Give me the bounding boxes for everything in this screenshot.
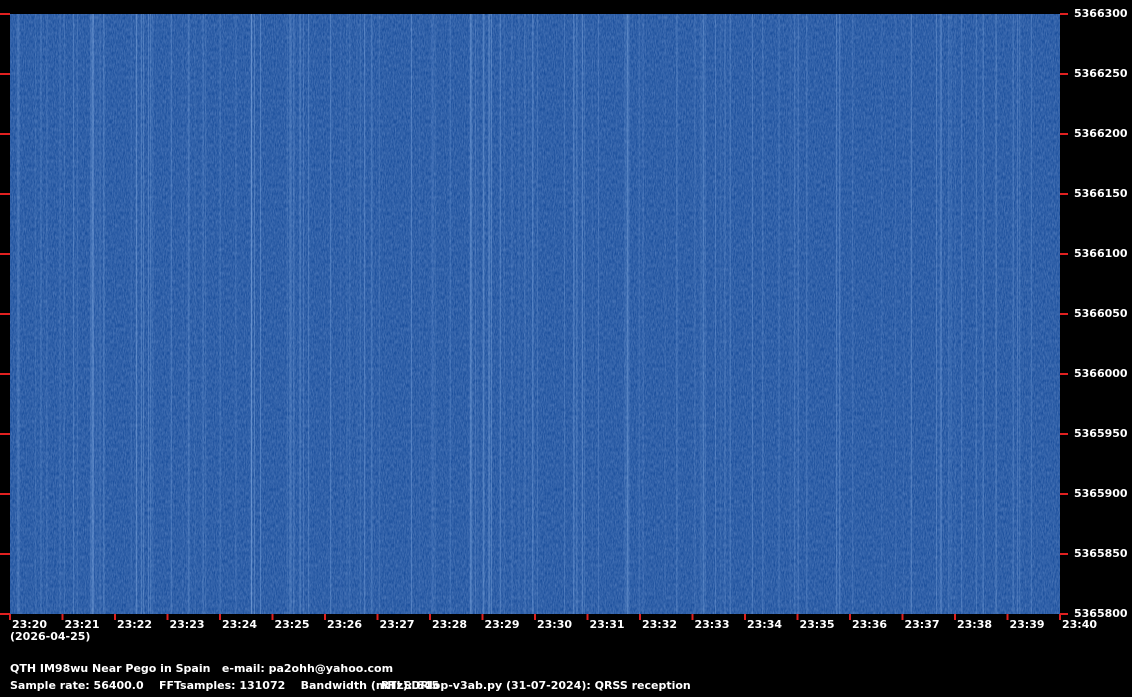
y-tick-label: 5366150 [1074, 187, 1128, 200]
x-tick-label: 23:23 [170, 618, 205, 631]
x-tick-label: 23:24 [222, 618, 257, 631]
x-tick-label: 23:30 [537, 618, 572, 631]
x-tick-label: 23:28 [432, 618, 467, 631]
x-tick-label: 23:21 [65, 618, 100, 631]
date-label: (2026-04-25) [10, 630, 90, 643]
x-tick-label: 23:37 [905, 618, 940, 631]
x-tick-label: 23:35 [800, 618, 835, 631]
y-tick-label: 5366200 [1074, 127, 1128, 140]
x-tick-label: 23:31 [590, 618, 625, 631]
noise-texture [10, 14, 1060, 614]
x-tick-label: 23:40 [1062, 618, 1097, 631]
x-tick-label: 23:25 [275, 618, 310, 631]
footer-program: RTLSDRlop-v3ab.py (31-07-2024): QRSS rec… [381, 679, 691, 692]
x-tick-label: 23:39 [1010, 618, 1045, 631]
y-tick-label: 5365850 [1074, 547, 1128, 560]
y-tick-label: 5365900 [1074, 487, 1128, 500]
footer-qth: QTH IM98wu Near Pego in Spain e-mail: pa… [10, 662, 393, 675]
y-tick-label: 5366250 [1074, 67, 1128, 80]
y-tick-label: 5366100 [1074, 247, 1128, 260]
y-tick-label: 5366050 [1074, 307, 1128, 320]
x-tick-label: 23:32 [642, 618, 677, 631]
footer-settings: Sample rate: 56400.0 FFTsamples: 131072 … [10, 679, 439, 692]
x-tick-label: 23:38 [957, 618, 992, 631]
x-tick-label: 23:36 [852, 618, 887, 631]
x-tick-label: 23:26 [327, 618, 362, 631]
y-tick-label: 5365950 [1074, 427, 1128, 440]
x-tick-label: 23:34 [747, 618, 782, 631]
x-tick-label: 23:22 [117, 618, 152, 631]
y-tick-label: 5366300 [1074, 7, 1128, 20]
noise-lines [16, 14, 1032, 614]
y-tick-label: 5366000 [1074, 367, 1128, 380]
y-tick-label: 5365800 [1074, 607, 1128, 620]
x-tick-label: 23:27 [380, 618, 415, 631]
x-tick-label: 23:20 [12, 618, 47, 631]
x-tick-label: 23:29 [485, 618, 520, 631]
x-tick-label: 23:33 [695, 618, 730, 631]
